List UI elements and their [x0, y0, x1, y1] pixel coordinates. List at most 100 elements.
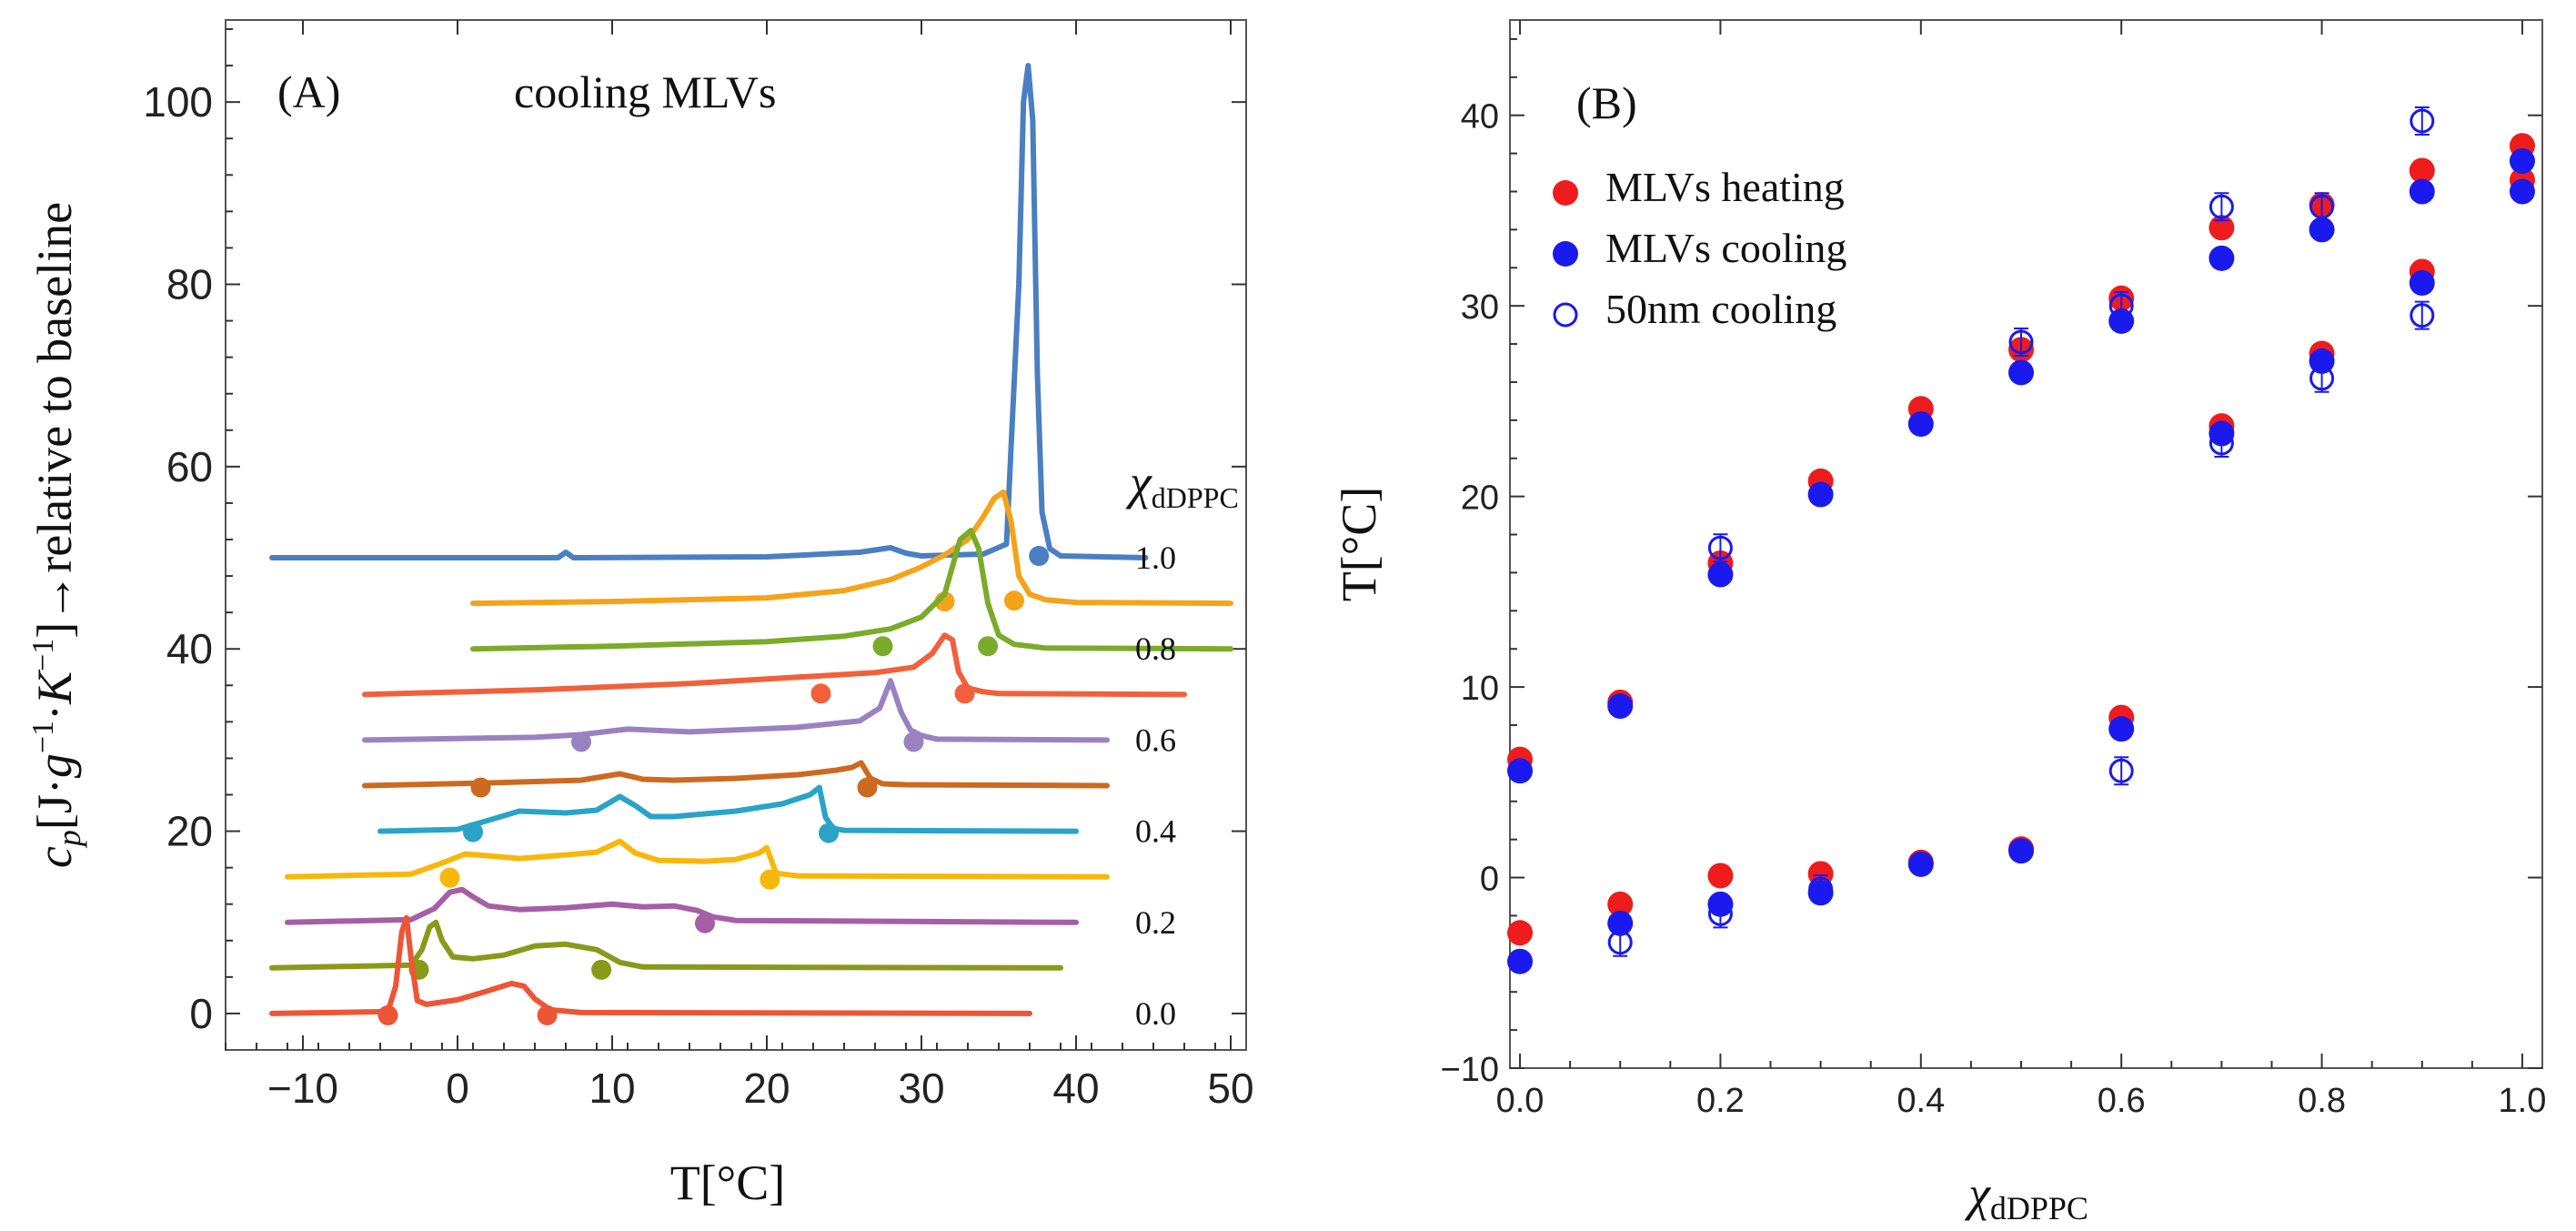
panel-b-y-tick-label: 40	[1461, 98, 1499, 136]
panel-b-y-tick-label: 30	[1461, 288, 1499, 327]
panel-b-y-tick-label: 20	[1461, 479, 1499, 518]
panel-b-x-tick-label: 0.6	[2098, 1082, 2146, 1120]
legend-title-chi: χ	[1125, 455, 1152, 510]
legend-label-cooling: MLVs cooling	[1605, 225, 1846, 271]
panel-a-y-tick-label: 80	[166, 261, 213, 308]
series-label: 0.8	[1135, 631, 1176, 667]
series-marker	[470, 777, 491, 798]
panel-a-x-tick-label: 10	[589, 1065, 635, 1112]
point-mlvs-cooling	[2409, 270, 2435, 297]
panel-a-y-axis-title: cp[J·g−1·K−1]→relative to baseline	[26, 202, 87, 868]
panel-a-x-ticks: −10 0 10 20 30 40 50	[225, 20, 1254, 1112]
series-marker	[1004, 590, 1024, 611]
series-marker	[857, 777, 878, 798]
point-mlvs-cooling	[2108, 716, 2135, 742]
panel-a-y-tick-label: 60	[166, 443, 213, 490]
point-mlvs-cooling	[2309, 217, 2335, 243]
series-line-0-3	[285, 838, 1110, 880]
ylabel-g: g	[27, 753, 82, 778]
series-line-0-7	[362, 632, 1187, 698]
panel-a-x-tick-label: 40	[1052, 1065, 1099, 1112]
series-marker	[463, 822, 483, 843]
ylabel-open: [J·	[27, 778, 82, 830]
series-label: 0.0	[1135, 995, 1176, 1032]
xlabel-chi: χ	[1964, 1166, 1991, 1221]
series-label: 0.4	[1135, 813, 1176, 850]
panel-b-y-ticks: −10 0 10 20 30 40	[1441, 37, 2542, 1089]
panel-b-x-ticks: 0.0 0.2 0.4 0.6 0.8 1.0	[1496, 20, 2547, 1120]
point-mlvs-cooling	[1607, 910, 1634, 936]
panel-b-y-tick-label: 0	[1480, 861, 1499, 899]
legend-label-heating: MLVs heating	[1605, 164, 1845, 210]
series-label: 0.2	[1135, 904, 1176, 941]
point-mlvs-cooling	[1907, 851, 1934, 877]
series-label: 0.6	[1135, 721, 1176, 758]
panel-a-legend-title: χdDPPC	[1125, 455, 1239, 514]
series-line-0-1	[269, 919, 1063, 971]
series-line-0-9	[470, 489, 1233, 607]
series-marker	[571, 732, 591, 752]
panel-b-y-axis-title: T[°C]	[1332, 487, 1386, 602]
point-mlvs-heating	[1707, 863, 1734, 889]
series-marker	[810, 683, 831, 704]
point-mlvs-cooling	[1507, 758, 1534, 784]
panel-a-y-tick-label: 0	[189, 990, 213, 1037]
series-marker	[760, 869, 780, 890]
panel-b-x-tick-label: 1.0	[2499, 1082, 2547, 1120]
series-marker	[439, 867, 460, 888]
ylabel-c: c	[27, 846, 82, 868]
point-mlvs-cooling	[1507, 948, 1534, 974]
point-mlvs-cooling	[1807, 481, 1834, 508]
ylabel-exp1: −1	[26, 721, 60, 753]
series-marker	[537, 1004, 558, 1025]
panel-a: −10 0 10 20 30 40 50 0 20 40 60 80 100 1.0 0.8 0.6 0.4…	[26, 19, 1254, 1210]
point-mlvs-cooling	[1907, 411, 1934, 438]
panel-b-y-tick-label: −10	[1441, 1051, 1499, 1089]
panel-a-series	[269, 63, 1233, 1025]
panel-b-x-axis-title: χdDPPC	[1964, 1166, 2088, 1226]
ylabel-k: K	[27, 669, 82, 705]
series-marker	[978, 636, 999, 657]
panel-a-title: cooling MLVs	[514, 66, 776, 117]
series-line-0-0	[269, 914, 1032, 1016]
panel-b-x-tick-label: 0.2	[1696, 1082, 1745, 1120]
point-mlvs-cooling	[2409, 178, 2435, 205]
panel-a-y-tick-label: 40	[166, 625, 213, 672]
series-marker	[695, 913, 715, 933]
panel-a-x-axis-title: T[°C]	[670, 1155, 786, 1210]
panel-a-x-tick-label: 30	[898, 1065, 944, 1112]
panel-a-series-labels: 1.0 0.8 0.6 0.4 0.2 0.0	[1135, 540, 1176, 1032]
panel-a-label: (A)	[277, 66, 340, 117]
series-line-0-5	[362, 760, 1110, 789]
panel-b: 0.0 0.2 0.4 0.6 0.8 1.0 −10 0 10 20 30 40 (B) MLVs…	[1332, 19, 2547, 1226]
series-line-0-4	[377, 784, 1079, 834]
panel-b-x-tick-label: 0.0	[1496, 1082, 1545, 1120]
panel-b-points	[1507, 106, 2535, 974]
panel-a-y-tick-label: 20	[166, 808, 213, 855]
ylabel-dot: ·	[27, 704, 82, 721]
panel-a-y-ticks: 0 20 40 60 80 100	[143, 28, 1246, 1037]
panel-b-legend: MLVs heating MLVs cooling 50nm cooling	[1553, 164, 1846, 332]
series-marker	[954, 683, 975, 704]
panel-a-x-tick-label: 50	[1207, 1065, 1253, 1112]
panel-a-x-tick-label: 20	[743, 1065, 790, 1112]
legend-label-50nm: 50nm cooling	[1605, 286, 1836, 332]
ylabel-exp2: −1	[26, 639, 60, 671]
series-marker	[819, 822, 839, 843]
panel-b-y-tick-label: 10	[1461, 670, 1499, 708]
legend-marker-cooling	[1553, 241, 1578, 267]
xlabel-sub: dDPPC	[1990, 1190, 2088, 1226]
panel-b-label: (B)	[1576, 77, 1637, 128]
legend-marker-heating	[1553, 180, 1578, 206]
point-mlvs-cooling	[2309, 348, 2335, 374]
point-mlvs-cooling	[1607, 693, 1634, 720]
series-line-1-0	[269, 63, 1149, 560]
series-marker	[903, 732, 924, 752]
point-mlvs-heating	[1507, 920, 1534, 946]
panel-b-x-tick-label: 0.8	[2298, 1082, 2346, 1120]
ylabel-sub: p	[51, 830, 87, 849]
point-mlvs-cooling	[2209, 245, 2235, 271]
panel-a-frame	[225, 19, 1247, 1051]
series-marker	[1029, 546, 1050, 567]
